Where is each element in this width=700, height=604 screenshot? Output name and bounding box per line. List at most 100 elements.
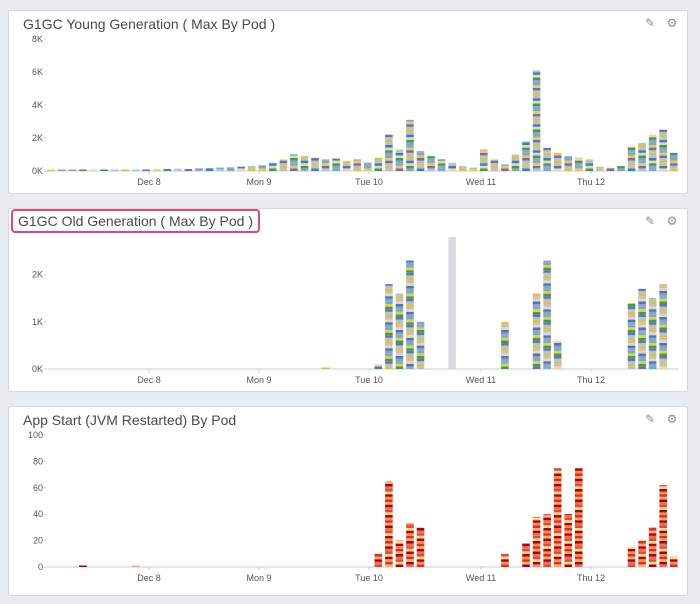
bar[interactable]	[532, 293, 541, 369]
bar[interactable]	[669, 152, 678, 171]
bar[interactable]	[174, 168, 182, 171]
bar[interactable]	[321, 159, 330, 171]
bar[interactable]	[416, 321, 425, 369]
bar[interactable]	[659, 284, 667, 369]
bar[interactable]	[659, 129, 667, 171]
bar[interactable]	[311, 157, 319, 171]
bar[interactable]	[226, 167, 235, 171]
bar[interactable]	[290, 154, 298, 172]
bar[interactable]	[321, 367, 330, 370]
bar[interactable]	[553, 152, 562, 171]
pencil-icon[interactable]: ✎	[644, 16, 656, 30]
bar[interactable]	[395, 149, 404, 171]
bar[interactable]	[163, 169, 172, 171]
bar[interactable]	[332, 158, 340, 171]
bar[interactable]	[269, 162, 277, 171]
bar[interactable]	[385, 481, 393, 567]
gear-icon[interactable]: ⚙	[666, 16, 678, 30]
bar[interactable]	[458, 166, 467, 171]
bar[interactable]	[553, 468, 562, 567]
bar-segment	[522, 141, 530, 143]
bar[interactable]	[501, 164, 509, 171]
bar[interactable]	[648, 134, 657, 171]
bar[interactable]	[247, 166, 256, 171]
bar[interactable]	[374, 553, 383, 567]
bar[interactable]	[501, 553, 509, 567]
bar[interactable]	[395, 540, 404, 567]
bar[interactable]	[490, 159, 499, 171]
bar[interactable]	[669, 556, 678, 567]
bar[interactable]	[617, 166, 625, 171]
bar[interactable]	[564, 156, 573, 171]
bar[interactable]	[47, 169, 56, 172]
bar[interactable]	[258, 165, 267, 171]
bar[interactable]	[342, 161, 351, 171]
bar[interactable]	[68, 169, 77, 172]
bar[interactable]	[596, 166, 604, 171]
bar[interactable]	[374, 364, 383, 369]
bar[interactable]	[427, 156, 435, 171]
bar[interactable]	[237, 166, 245, 171]
bar[interactable]	[574, 157, 583, 171]
bar[interactable]	[363, 162, 372, 171]
bar[interactable]	[416, 527, 425, 567]
bar[interactable]	[532, 70, 541, 171]
bar[interactable]	[480, 149, 488, 171]
bar[interactable]	[406, 523, 414, 567]
bar[interactable]	[406, 119, 414, 171]
bar[interactable]	[522, 141, 530, 171]
bar[interactable]	[385, 134, 393, 171]
bar[interactable]	[89, 169, 98, 172]
bar[interactable]	[543, 260, 551, 369]
bar[interactable]	[100, 169, 108, 172]
bar[interactable]	[142, 169, 151, 172]
bar[interactable]	[374, 157, 383, 171]
bar[interactable]	[627, 146, 636, 171]
bar[interactable]	[437, 159, 446, 171]
gear-icon[interactable]: ⚙	[666, 412, 678, 426]
bar[interactable]	[448, 162, 456, 171]
bar[interactable]	[627, 547, 636, 567]
bar[interactable]	[659, 485, 667, 567]
bar[interactable]	[131, 565, 140, 568]
bar[interactable]	[627, 303, 636, 369]
bar[interactable]	[648, 298, 657, 369]
bar[interactable]	[648, 527, 657, 567]
bar[interactable]	[205, 168, 214, 171]
bar[interactable]	[469, 167, 478, 171]
bar[interactable]	[195, 168, 203, 171]
bar[interactable]	[574, 468, 583, 567]
bar[interactable]	[606, 167, 615, 171]
bar[interactable]	[638, 288, 646, 369]
bar[interactable]	[184, 169, 193, 171]
bar[interactable]	[279, 159, 288, 171]
bar[interactable]	[416, 151, 425, 171]
bar[interactable]	[585, 159, 594, 171]
bar[interactable]	[638, 142, 646, 171]
gear-icon[interactable]: ⚙	[666, 214, 678, 228]
bar[interactable]	[131, 169, 140, 172]
bar[interactable]	[79, 565, 87, 568]
bar[interactable]	[553, 340, 562, 369]
bar[interactable]	[110, 169, 119, 172]
bar[interactable]	[300, 156, 309, 171]
bar[interactable]	[511, 154, 520, 172]
bar[interactable]	[543, 514, 551, 567]
bar[interactable]	[152, 169, 161, 171]
bar[interactable]	[216, 167, 224, 171]
bar[interactable]	[385, 284, 393, 369]
bar[interactable]	[406, 260, 414, 369]
bar[interactable]	[638, 540, 646, 567]
pencil-icon[interactable]: ✎	[644, 412, 656, 426]
bar[interactable]	[501, 321, 509, 369]
bar[interactable]	[79, 169, 87, 172]
bar[interactable]	[121, 169, 129, 172]
bar[interactable]	[564, 514, 573, 567]
bar[interactable]	[353, 159, 362, 171]
bar[interactable]	[395, 293, 404, 369]
bar[interactable]	[522, 543, 530, 567]
bar[interactable]	[58, 169, 66, 172]
bar[interactable]	[543, 147, 551, 171]
pencil-icon[interactable]: ✎	[644, 214, 656, 228]
bar[interactable]	[532, 516, 541, 567]
